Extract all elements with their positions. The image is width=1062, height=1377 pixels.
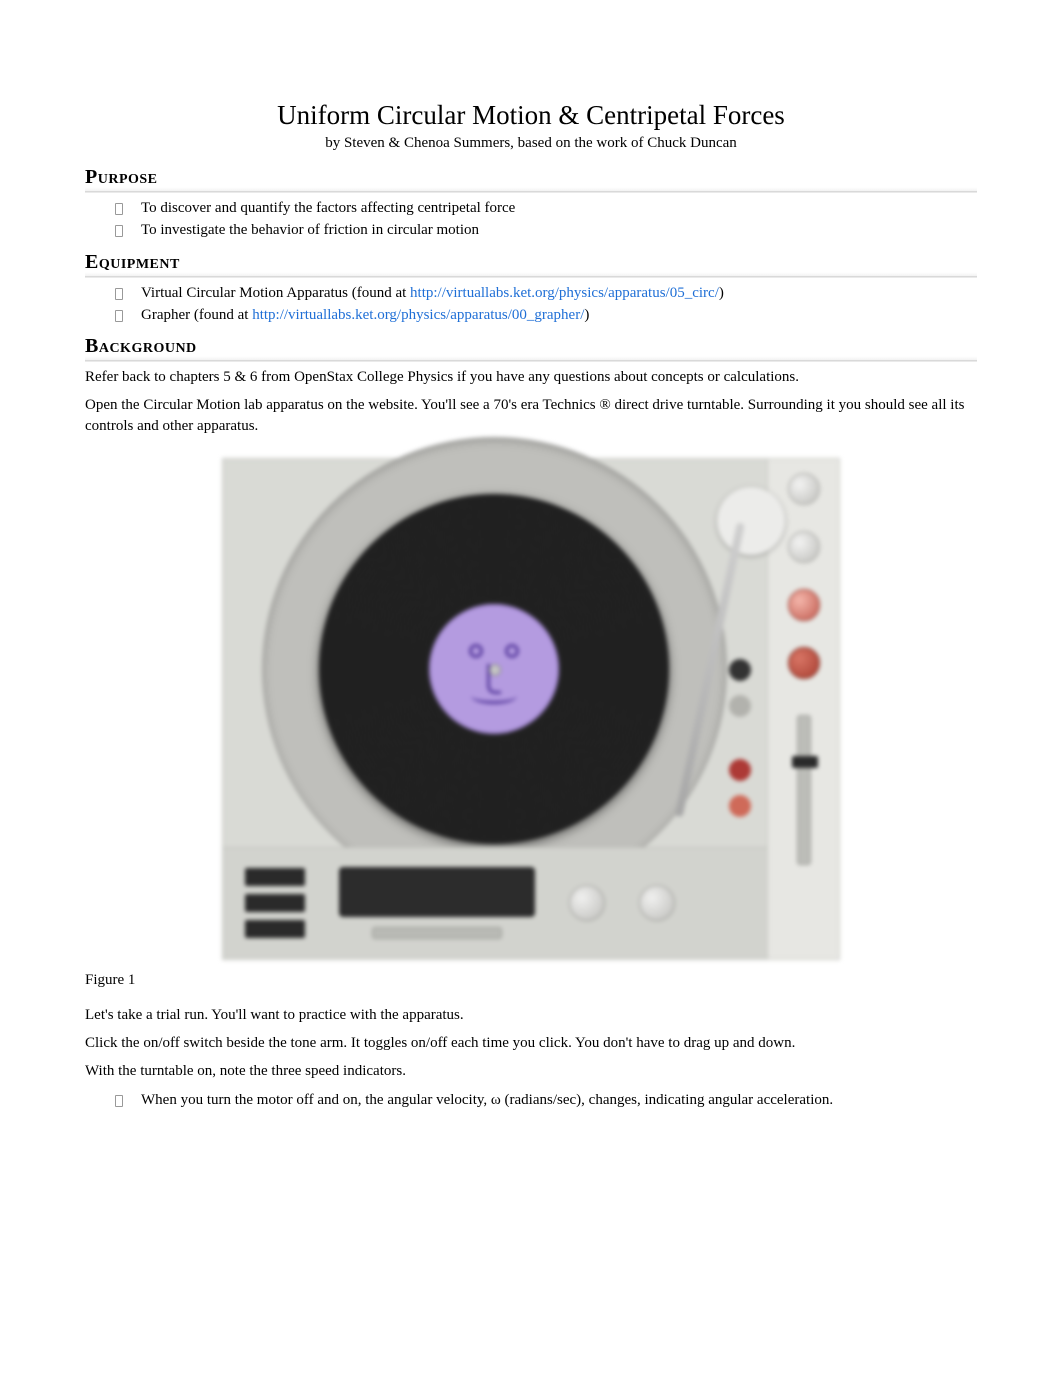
body-para: Click the on/off switch beside the tone …	[85, 1033, 977, 1053]
equipment-list: Virtual Circular Motion Apparatus (found…	[85, 283, 977, 326]
indicator-dot	[729, 695, 751, 717]
list-item: Grapher (found at http://virtuallabs.ket…	[115, 305, 977, 325]
list-item: Virtual Circular Motion Apparatus (found…	[115, 283, 977, 303]
tonearm-base	[717, 487, 785, 555]
list-item: To discover and quantify the factors aff…	[115, 198, 977, 218]
list-item-suffix: )	[719, 285, 724, 301]
list-item-suffix: )	[584, 307, 589, 323]
list-item-text: Virtual Circular Motion Apparatus (found…	[141, 285, 410, 301]
speed-button[interactable]	[245, 868, 305, 886]
document-byline: by Steven & Chenoa Summers, based on the…	[85, 135, 977, 152]
section-purpose-heading: Purpose	[85, 166, 977, 192]
display-readout	[339, 867, 535, 917]
document-title: Uniform Circular Motion & Centripetal Fo…	[85, 100, 977, 131]
control-knob[interactable]	[639, 885, 675, 921]
side-knob[interactable]	[788, 473, 820, 505]
indicator-dot	[729, 659, 751, 681]
purpose-list: To discover and quantify the factors aff…	[85, 198, 977, 241]
body-para: Let's take a trial run. You'll want to p…	[85, 1005, 977, 1025]
turntable-main-panel	[223, 459, 767, 959]
speed-button-stack	[245, 868, 305, 938]
label-face-icon	[441, 616, 547, 722]
control-group	[339, 867, 535, 939]
list-item-text: Grapher (found at	[141, 307, 252, 323]
background-para-2: Open the Circular Motion lab apparatus o…	[85, 395, 977, 436]
indicator-dot	[729, 759, 751, 781]
list-item: When you turn the motor off and on, the …	[115, 1090, 977, 1110]
body-para: With the turntable on, note the three sp…	[85, 1061, 977, 1081]
speed-button[interactable]	[245, 920, 305, 938]
figure-1	[85, 458, 977, 960]
vinyl-record	[319, 494, 669, 844]
body-bullet-list: When you turn the motor off and on, the …	[85, 1090, 977, 1110]
turntable-platter	[262, 437, 727, 902]
control-knob[interactable]	[569, 885, 605, 921]
side-knob[interactable]	[788, 531, 820, 563]
indicator-dot	[729, 795, 751, 817]
list-item: To investigate the behavior of friction …	[115, 220, 977, 240]
side-knob-red[interactable]	[788, 589, 820, 621]
side-knob-red[interactable]	[788, 647, 820, 679]
speed-button[interactable]	[245, 894, 305, 912]
pitch-slider[interactable]	[797, 715, 811, 865]
record-label	[429, 604, 559, 734]
grapher-link[interactable]: http://virtuallabs.ket.org/physics/appar…	[252, 307, 584, 323]
section-equipment-heading: Equipment	[85, 251, 977, 277]
horizontal-slider[interactable]	[372, 927, 502, 939]
turntable-illustration	[222, 458, 840, 960]
figure-caption: Figure 1	[85, 972, 977, 989]
section-background-heading: Background	[85, 335, 977, 361]
apparatus-link[interactable]: http://virtuallabs.ket.org/physics/appar…	[410, 285, 719, 301]
background-para-1: Refer back to chapters 5 & 6 from OpenSt…	[85, 367, 977, 387]
control-bar	[223, 847, 767, 959]
